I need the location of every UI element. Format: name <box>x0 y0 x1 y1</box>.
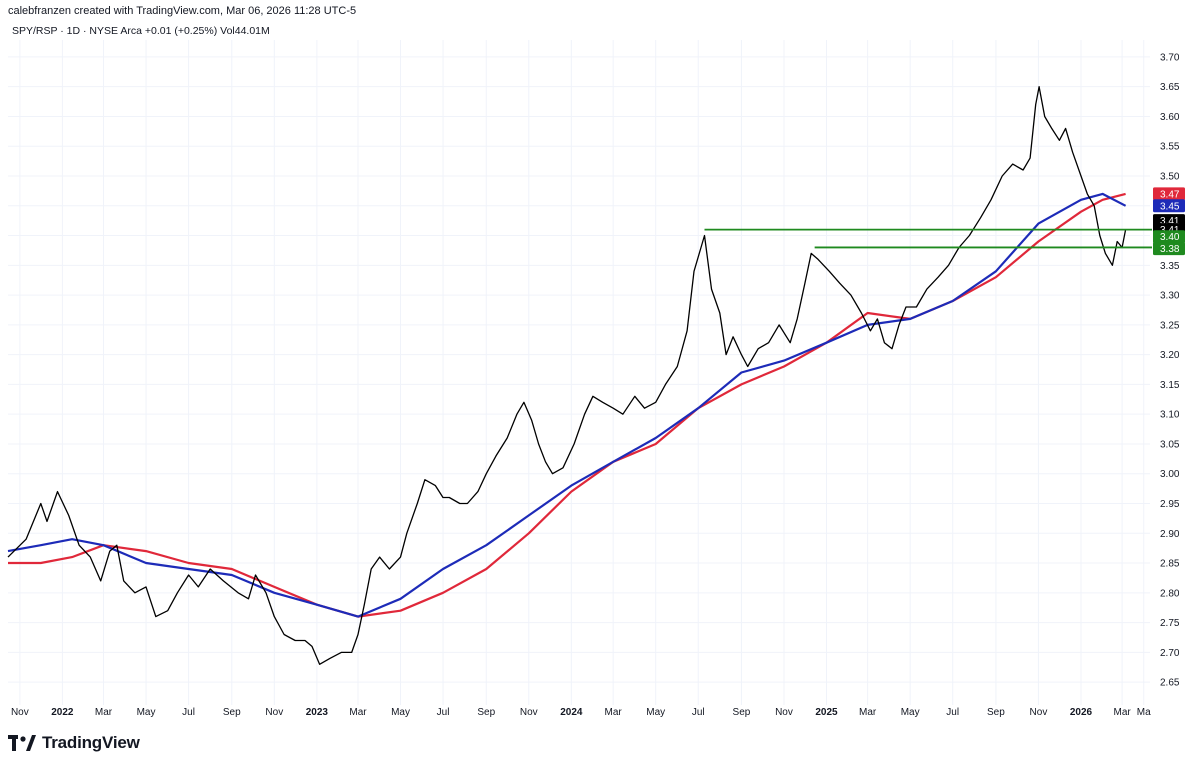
price-tag-label: 3.47 <box>1160 189 1180 200</box>
y-tick-label: 2.90 <box>1160 529 1180 540</box>
x-tick-label: Jul <box>182 707 195 718</box>
x-tick-label: Sep <box>477 707 495 718</box>
x-tick-label: Nov <box>775 707 793 718</box>
series-line-ma-red <box>8 192 1126 618</box>
x-tick-label: Sep <box>987 707 1005 718</box>
x-tick-label: 2024 <box>560 707 583 718</box>
x-tick-label: Jul <box>437 707 450 718</box>
y-tick-label: 3.35 <box>1160 261 1180 272</box>
x-tick-label: Sep <box>733 707 751 718</box>
y-tick-label: 3.60 <box>1160 112 1180 123</box>
price-tag-label: 3.41 <box>1160 216 1180 227</box>
x-tick-label: 2026 <box>1070 707 1093 718</box>
y-tick-label: 2.75 <box>1160 618 1180 629</box>
y-tick-label: 3.70 <box>1160 52 1180 63</box>
y-tick-label: 2.95 <box>1160 499 1180 510</box>
price-tag-label: 3.40 <box>1160 232 1180 243</box>
x-tick-label: 2022 <box>51 707 74 718</box>
chart-credit: calebfranzen created with TradingView.co… <box>8 5 357 17</box>
x-tick-label: 2023 <box>306 707 329 718</box>
y-tick-label: 3.50 <box>1160 172 1180 183</box>
y-tick-label: 3.15 <box>1160 380 1180 391</box>
x-tick-label: May <box>391 707 410 718</box>
tradingview-logo-icon <box>8 735 36 751</box>
price-tag-label: 3.38 <box>1160 244 1180 255</box>
x-tick-label: Sep <box>223 707 241 718</box>
y-tick-label: 2.85 <box>1160 559 1180 570</box>
price-tag <box>1153 199 1185 213</box>
y-tick-label: 3.30 <box>1160 291 1180 302</box>
price-tag-label: 3.45 <box>1160 201 1180 212</box>
tradingview-logo[interactable]: TradingView <box>8 733 140 753</box>
x-tick-label: Ma <box>1137 707 1151 718</box>
price-tag <box>1153 187 1185 201</box>
y-tick-label: 3.65 <box>1160 82 1180 93</box>
x-tick-label: Mar <box>1113 707 1131 718</box>
x-tick-label: Mar <box>859 707 877 718</box>
x-tick-label: Jul <box>946 707 959 718</box>
x-tick-label: May <box>646 707 665 718</box>
y-tick-label: 3.10 <box>1160 410 1180 421</box>
x-tick-label: Mar <box>95 707 113 718</box>
series-line-ma-blue <box>7 192 1127 618</box>
x-tick-label: Jul <box>692 707 705 718</box>
x-tick-label: 2025 <box>815 707 838 718</box>
y-tick-label: 3.20 <box>1160 350 1180 361</box>
y-tick-label: 3.05 <box>1160 439 1180 450</box>
symbol-info: SPY/RSP · 1D · NYSE Arca +0.01 (+0.25%) … <box>12 25 270 37</box>
y-tick-label: 2.65 <box>1160 678 1180 689</box>
x-tick-label: Nov <box>265 707 283 718</box>
x-tick-label: Mar <box>605 707 623 718</box>
y-tick-label: 3.00 <box>1160 469 1180 480</box>
x-tick-label: Mar <box>349 707 367 718</box>
y-tick-label: 2.80 <box>1160 588 1180 599</box>
price-tag <box>1153 230 1185 244</box>
y-tick-label: 2.70 <box>1160 648 1180 659</box>
y-tick-label: 3.55 <box>1160 142 1180 153</box>
y-tick-label: 3.25 <box>1160 320 1180 331</box>
x-tick-label: Nov <box>520 707 538 718</box>
brand-name: TradingView <box>42 733 140 752</box>
x-tick-label: May <box>137 707 156 718</box>
x-tick-label: Nov <box>11 707 29 718</box>
series-line-price <box>7 86 1127 665</box>
x-tick-label: Nov <box>1030 707 1048 718</box>
price-tag <box>1153 242 1185 256</box>
x-tick-label: May <box>901 707 920 718</box>
